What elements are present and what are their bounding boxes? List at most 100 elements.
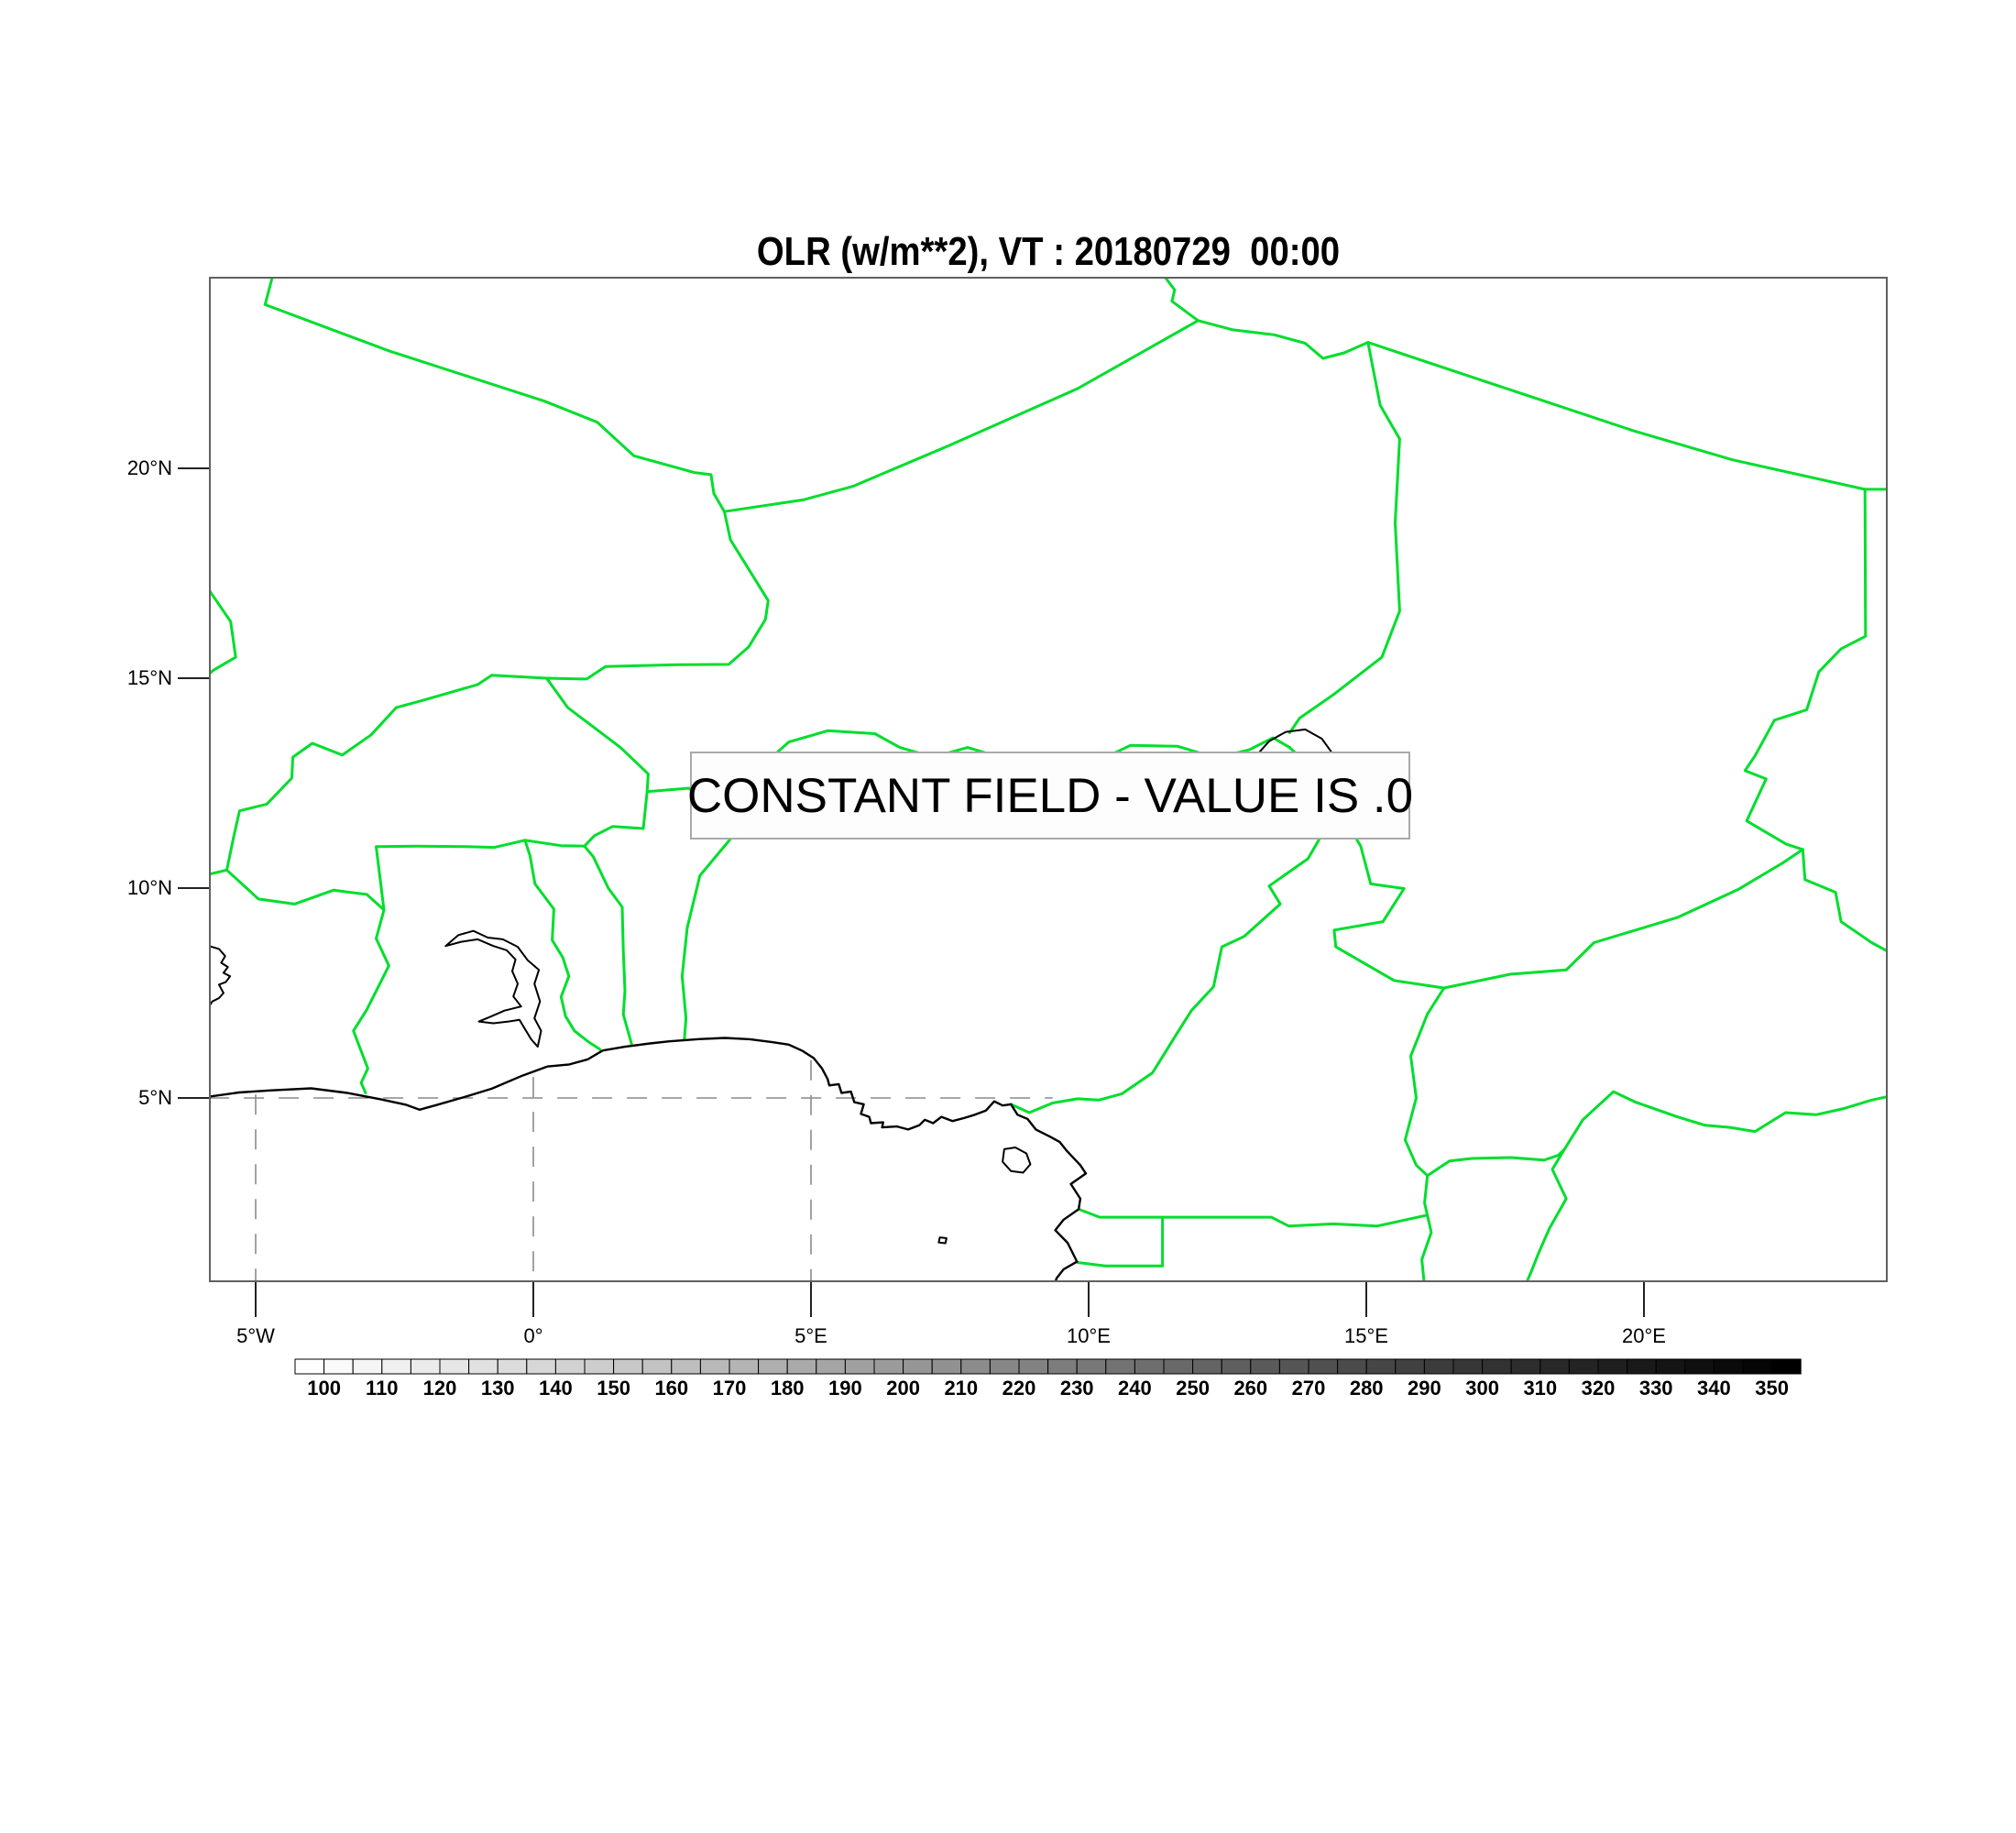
country-border-burkina_togo xyxy=(523,839,586,848)
colorbar-cell xyxy=(381,1358,411,1375)
colorbar-cell xyxy=(1308,1358,1339,1375)
colorbar-cell xyxy=(1452,1358,1484,1375)
lat-tick-label: 5°N xyxy=(138,1086,172,1109)
country-border-chad_car xyxy=(1442,848,1804,990)
colorbar-tick-label: 100 xyxy=(307,1377,341,1399)
country-border-niger_chad xyxy=(1287,341,1401,734)
colorbar-cell xyxy=(468,1358,499,1375)
constant-field-banner: CONSTANT FIELD - VALUE IS .0 xyxy=(686,752,1414,840)
country-border-ghana_burkina xyxy=(375,839,527,912)
colorbar-tick-label: 170 xyxy=(712,1377,747,1399)
country-border-mali_niger xyxy=(545,510,770,681)
lon-tick-label: 15°E xyxy=(1344,1324,1388,1347)
plot-title: OLR (w/m**2), VT : 20180729 00:00 xyxy=(756,229,1341,274)
colorbar-cell xyxy=(352,1358,383,1375)
lon-tick-label: 5°E xyxy=(794,1324,827,1347)
colorbar-cell xyxy=(729,1358,760,1375)
colorbar-cell xyxy=(1713,1358,1744,1375)
colorbar-cell xyxy=(1655,1358,1686,1375)
country-border-benin_nigeria xyxy=(680,808,736,1042)
colorbar-tick-label: 350 xyxy=(1755,1377,1789,1399)
colorbar-cell xyxy=(410,1358,441,1375)
colorbar-cell xyxy=(1627,1358,1657,1375)
country-border-libya_chad xyxy=(1366,341,1867,491)
colorbar-cell xyxy=(873,1358,904,1375)
colorbar-tick-label: 160 xyxy=(654,1377,689,1399)
country-border-chad_sudan xyxy=(1743,488,1868,851)
colorbar-tick-label: 330 xyxy=(1638,1377,1673,1399)
lake-volta-outline xyxy=(444,929,542,1048)
colorbar-cell xyxy=(758,1358,788,1375)
constant-field-text: CONSTANT FIELD - VALUE IS .0 xyxy=(686,768,1414,823)
country-border-algeria_mali xyxy=(263,277,726,513)
lon-tick-label: 0° xyxy=(523,1324,543,1347)
colorbar-cell xyxy=(1510,1358,1541,1375)
colorbar-cell xyxy=(1568,1358,1599,1375)
colorbar-cell xyxy=(1278,1358,1309,1375)
lat-tick-label: 15°N xyxy=(126,666,172,689)
lon-tick-label: 20°E xyxy=(1622,1324,1666,1347)
country-border-algeria_libya xyxy=(1163,277,1200,323)
country-border-cameroon_south xyxy=(1077,1207,1428,1228)
country-border-congo_car xyxy=(1426,1148,1566,1178)
country-border-congo_drc_ubangi xyxy=(1525,1148,1568,1282)
colorbar-cell xyxy=(1105,1358,1135,1375)
colorbar-cell xyxy=(497,1358,528,1375)
colorbar-cell xyxy=(989,1358,1020,1375)
colorbar-tick-label: 190 xyxy=(828,1377,862,1399)
colorbar-tick-label: 250 xyxy=(1176,1377,1210,1399)
country-border-libya_niger xyxy=(1196,319,1370,360)
country-border-eq_guinea_south xyxy=(1076,1261,1165,1268)
colorbar-cell xyxy=(960,1358,991,1375)
colorbar-cell xyxy=(554,1358,586,1375)
colorbar-cell xyxy=(1539,1358,1570,1375)
colorbar-cell xyxy=(931,1358,962,1375)
country-border-ghana_togo xyxy=(523,839,602,1051)
colorbar-tick-label: 200 xyxy=(886,1377,920,1399)
colorbar-cell xyxy=(439,1358,470,1375)
country-border-car_sudan xyxy=(1801,848,1888,953)
colorbar-tick-label: 210 xyxy=(944,1377,979,1399)
colorbar-cell xyxy=(613,1358,643,1375)
country-border-car_drc xyxy=(1562,1090,1888,1152)
colorbar-tick-label: 290 xyxy=(1408,1377,1441,1399)
lat-tick-label: 10°N xyxy=(126,876,172,899)
colorbar-cell xyxy=(1742,1358,1773,1375)
colorbar-tick-label: 120 xyxy=(422,1377,457,1399)
ivoirian-lakes-outline xyxy=(209,945,232,1007)
country-border-cote_divoire_burkina xyxy=(225,868,386,912)
colorbar-cell xyxy=(1423,1358,1454,1375)
colorbar-cell xyxy=(699,1358,730,1375)
colorbar-tick-label: 150 xyxy=(597,1377,630,1399)
country-border-burkina_niger xyxy=(545,676,650,794)
lon-tick-label: 10°E xyxy=(1067,1324,1111,1347)
colorbar-cell xyxy=(641,1358,673,1375)
country-border-algeria_niger xyxy=(723,319,1200,513)
lat-tick-label: 20°N xyxy=(126,456,172,479)
country-border-burkina_benin xyxy=(583,790,649,848)
colorbar-cell xyxy=(526,1358,556,1375)
colorbar-tick-label: 300 xyxy=(1465,1377,1499,1399)
colorbar-tick-label: 110 xyxy=(366,1377,399,1399)
colorbar-cell xyxy=(1221,1358,1252,1375)
colorbar-tick-label: 320 xyxy=(1581,1377,1616,1399)
principe-island-outline xyxy=(937,1236,948,1245)
coastline xyxy=(209,1037,1088,1282)
colorbar-tick-label: 140 xyxy=(539,1377,573,1399)
colorbar-tick-label: 270 xyxy=(1291,1377,1326,1399)
colorbar-cell xyxy=(1134,1358,1165,1375)
colorbar-cell xyxy=(786,1358,817,1375)
colorbar-cell xyxy=(1771,1358,1802,1375)
colorbar-cell xyxy=(1395,1358,1425,1375)
colorbar-cell xyxy=(903,1358,933,1375)
colorbar-tick-label: 310 xyxy=(1523,1377,1558,1399)
country-border-cameroon_congo_gabon xyxy=(1420,1174,1433,1282)
country-border-mali_burkina xyxy=(225,674,548,872)
colorbar-tick-label: 340 xyxy=(1697,1377,1731,1399)
colorbar-cell xyxy=(1192,1358,1222,1375)
colorbar-tick-label: 180 xyxy=(770,1377,805,1399)
colorbar-cell xyxy=(671,1358,701,1375)
country-border-mauritania_mali xyxy=(209,588,237,675)
country-border-cameroon_car xyxy=(1403,986,1446,1178)
colorbar-cell xyxy=(1047,1358,1078,1375)
